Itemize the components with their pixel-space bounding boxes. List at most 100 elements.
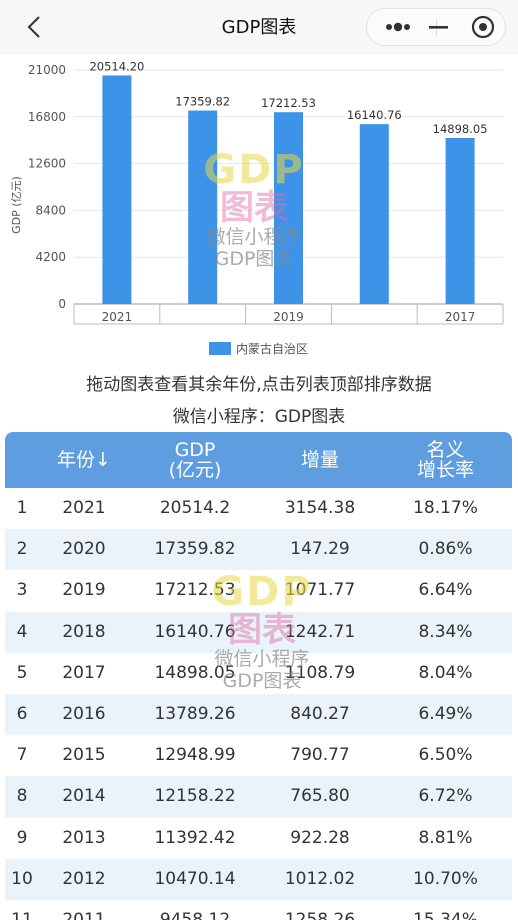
minimize-button[interactable] bbox=[416, 9, 462, 45]
table-row[interactable]: 8 2014 12158.22 765.80 6.72% bbox=[5, 776, 512, 818]
year-cell: 2012 bbox=[62, 868, 106, 889]
year-cell: 2016 bbox=[62, 703, 106, 724]
gdp-cell: 17359.82 bbox=[154, 539, 236, 560]
table-row[interactable]: 10 2012 10470.14 1012.02 10.70% bbox=[5, 858, 512, 900]
growth-cell: 6.50% bbox=[418, 745, 473, 766]
rank-cell: 3 bbox=[16, 580, 28, 601]
bar-value-label: 14898.05 bbox=[433, 122, 488, 136]
table-row[interactable]: 4 2018 16140.76 1242.71 8.34% bbox=[5, 611, 512, 653]
gdp-bar-chart[interactable]: 0 4200 8400 12600 16800 21000 20514.20 17359.8… bbox=[0, 55, 518, 365]
growth-cell: 10.70% bbox=[413, 868, 478, 889]
gdp-table: 年份↓ GDP (亿元) 增量 名义 增长率 1 2021 20514.2 3154.… bbox=[5, 432, 512, 920]
year-cell: 2021 bbox=[62, 498, 106, 518]
table-row[interactable]: 1 2021 20514.2 3154.38 18.17% bbox=[5, 488, 512, 529]
increase-cell: 922.28 bbox=[290, 827, 350, 848]
year-cell: 2017 bbox=[62, 662, 106, 683]
year-cell: 2019 bbox=[62, 580, 106, 601]
nav-bar: GDP图表 bbox=[0, 0, 518, 55]
table-row[interactable]: 2 2020 17359.82 147.29 0.86% bbox=[5, 529, 512, 571]
gdp-cell: 9458.12 bbox=[159, 909, 231, 920]
increase-cell: 1012.02 bbox=[284, 868, 356, 889]
x-tick-label: 2021 bbox=[102, 310, 133, 324]
rank-header bbox=[5, 432, 39, 488]
table-row[interactable]: 3 2019 17212.53 1071.77 6.64% bbox=[5, 570, 512, 611]
x-tick-label: 2017 bbox=[445, 310, 476, 324]
bar[interactable] bbox=[102, 75, 132, 304]
year-header[interactable]: 年份↓ bbox=[39, 432, 129, 488]
legend-swatch bbox=[209, 342, 231, 355]
increase-cell: 1071.77 bbox=[284, 580, 356, 601]
bar-value-label: 16140.76 bbox=[347, 108, 402, 122]
capsule-menu bbox=[366, 8, 506, 46]
increase-cell: 147.29 bbox=[290, 539, 350, 560]
bar-value-label: 20514.20 bbox=[89, 59, 144, 73]
gdp-header[interactable]: GDP (亿元) bbox=[129, 432, 261, 488]
x-tick-label: 2019 bbox=[273, 310, 304, 324]
growth-cell: 18.17% bbox=[413, 498, 478, 518]
increase-cell: 3154.38 bbox=[284, 498, 356, 518]
legend-label[interactable]: 内蒙古自治区 bbox=[236, 341, 308, 356]
increase-header[interactable]: 增量 bbox=[261, 432, 379, 488]
y-tick-label: 4200 bbox=[35, 250, 66, 264]
gdp-header-unit: (亿元) bbox=[168, 459, 222, 481]
gdp-cell: 13789.26 bbox=[154, 703, 236, 724]
growth-header-label: 名义 bbox=[426, 439, 465, 461]
gdp-cell: 20514.2 bbox=[159, 498, 231, 518]
table-header: 年份↓ GDP (亿元) 增量 名义 增长率 bbox=[5, 432, 512, 488]
increase-cell: 1242.71 bbox=[284, 621, 356, 642]
gdp-cell: 11392.42 bbox=[154, 827, 236, 848]
rank-cell: 11 bbox=[11, 909, 33, 920]
growth-cell: 6.64% bbox=[418, 580, 473, 601]
increase-cell: 840.27 bbox=[290, 703, 350, 724]
drag-hint: 拖动图表查看其余年份,点击列表顶部排序数据 bbox=[86, 375, 432, 395]
bar[interactable] bbox=[188, 110, 218, 304]
gdp-cell: 12158.22 bbox=[154, 786, 236, 807]
rank-cell: 6 bbox=[16, 703, 28, 724]
bar[interactable] bbox=[274, 112, 303, 304]
growth-cell: 8.34% bbox=[418, 621, 473, 642]
table-row[interactable]: 7 2015 12948.99 790.77 6.50% bbox=[5, 735, 512, 776]
year-cell: 2020 bbox=[62, 539, 106, 560]
year-header-label: 年份↓ bbox=[57, 449, 111, 471]
chevron-left-icon[interactable] bbox=[22, 14, 48, 40]
rank-cell: 1 bbox=[16, 498, 28, 518]
bar[interactable] bbox=[445, 137, 475, 304]
table-body: 1 2021 20514.2 3154.38 18.17% 2 2020 17359.82 14… bbox=[5, 488, 512, 920]
target-circle-icon bbox=[471, 15, 495, 39]
mini-program-hint: 微信小程序：GDP图表 bbox=[172, 407, 346, 427]
gdp-cell: 14898.05 bbox=[154, 662, 236, 683]
close-button[interactable] bbox=[460, 9, 506, 45]
rank-cell: 8 bbox=[16, 786, 28, 807]
bar-value-label: 17359.82 bbox=[175, 95, 230, 109]
increase-cell: 1108.79 bbox=[284, 662, 356, 683]
bar[interactable] bbox=[359, 124, 389, 305]
growth-header-label: 增长率 bbox=[416, 459, 474, 481]
rank-cell: 9 bbox=[16, 827, 28, 848]
page-title: GDP图表 bbox=[221, 17, 297, 38]
growth-cell: 0.86% bbox=[418, 539, 473, 560]
bar-value-label: 17212.53 bbox=[261, 96, 316, 110]
growth-cell: 8.81% bbox=[418, 827, 473, 848]
increase-header-label: 增量 bbox=[300, 449, 339, 471]
increase-cell: 765.80 bbox=[290, 786, 350, 807]
rank-cell: 2 bbox=[16, 539, 28, 560]
growth-cell: 8.04% bbox=[418, 662, 473, 683]
gdp-header-label: GDP bbox=[174, 439, 216, 461]
increase-cell: 1258.26 bbox=[284, 909, 356, 920]
year-cell: 2015 bbox=[62, 745, 106, 766]
y-tick-label: 12600 bbox=[28, 157, 66, 171]
table-row[interactable]: 5 2017 14898.05 1108.79 8.04% bbox=[5, 653, 512, 694]
gdp-cell: 17212.53 bbox=[154, 580, 236, 601]
growth-cell: 15.34% bbox=[413, 909, 478, 920]
more-button[interactable] bbox=[375, 9, 421, 45]
rank-cell: 4 bbox=[16, 621, 28, 642]
gdp-cell: 10470.14 bbox=[154, 868, 236, 889]
growth-cell: 6.72% bbox=[418, 786, 473, 807]
growth-header[interactable]: 名义 增长率 bbox=[379, 432, 512, 488]
rank-cell: 7 bbox=[16, 745, 28, 766]
table-row[interactable]: 11 2011 9458.12 1258.26 15.34% bbox=[5, 900, 512, 920]
growth-cell: 6.49% bbox=[418, 703, 473, 724]
table-row[interactable]: 6 2016 13789.26 840.27 6.49% bbox=[5, 693, 512, 736]
table-row[interactable]: 9 2013 11392.42 922.28 8.81% bbox=[5, 818, 512, 859]
y-axis-label: GDP (亿元) bbox=[10, 176, 23, 234]
